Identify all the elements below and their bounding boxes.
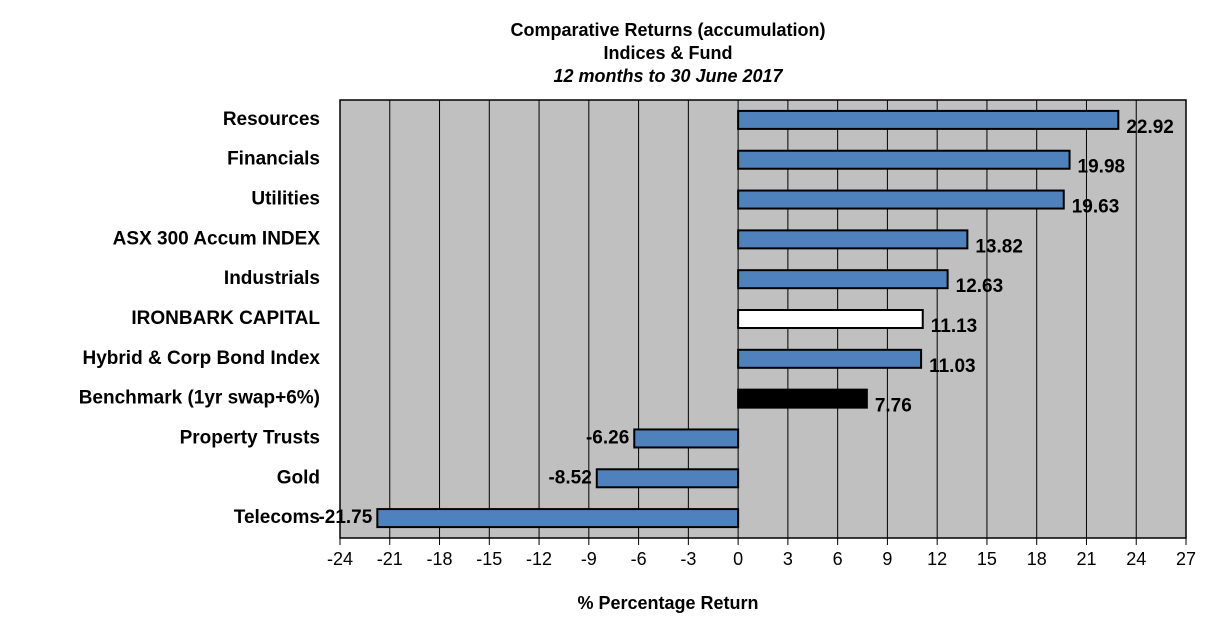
bar <box>737 189 1065 210</box>
y-tick-label: Benchmark (1yr swap+6%) <box>79 388 320 409</box>
x-tick-label: 0 <box>733 549 743 569</box>
value-label: -8.52 <box>548 467 591 488</box>
x-tick-label: 27 <box>1176 549 1196 569</box>
bar <box>633 428 740 449</box>
x-tick-label: -15 <box>476 549 502 569</box>
x-tick-label: 18 <box>1027 549 1047 569</box>
bar <box>737 229 969 250</box>
bar <box>737 388 868 409</box>
chart-subtitle: Indices & Fund <box>603 43 732 63</box>
chart-period: 12 months to 30 June 2017 <box>553 66 783 86</box>
x-tick-label: 15 <box>977 549 997 569</box>
x-tick-label: 6 <box>833 549 843 569</box>
value-label: 22.92 <box>1126 117 1174 138</box>
bar <box>595 468 740 489</box>
bar <box>376 508 740 529</box>
x-tick-label: 24 <box>1126 549 1146 569</box>
y-tick-label: Gold <box>277 467 320 488</box>
bar <box>737 149 1071 170</box>
y-tick-label: Property Trusts <box>180 427 320 448</box>
y-tick-label: Resources <box>223 109 320 130</box>
value-label: 7.76 <box>875 396 912 417</box>
x-tick-label: -12 <box>526 549 552 569</box>
value-label: -21.75 <box>318 507 372 528</box>
x-tick-label: -3 <box>680 549 696 569</box>
x-tick-label: 9 <box>882 549 892 569</box>
bar <box>737 109 1120 130</box>
x-axis-label: % Percentage Return <box>577 593 758 613</box>
value-label: 12.63 <box>956 276 1004 297</box>
x-tick-label: 12 <box>927 549 947 569</box>
y-tick-label: ASX 300 Accum INDEX <box>113 228 321 249</box>
x-tick-label: 3 <box>783 549 793 569</box>
x-tick-label: -9 <box>581 549 597 569</box>
y-tick-label: IRONBARK CAPITAL <box>131 308 320 329</box>
bar <box>737 348 923 369</box>
y-tick-label: Telecoms <box>234 507 320 528</box>
plot-border <box>339 99 1187 539</box>
y-tick-label: Financials <box>227 149 320 170</box>
x-tick-label: -24 <box>327 549 353 569</box>
value-label: 11.13 <box>931 316 978 337</box>
x-tick-label: 21 <box>1076 549 1096 569</box>
x-tick-label: -6 <box>631 549 647 569</box>
y-tick-label: Hybrid & Corp Bond Index <box>83 348 321 369</box>
value-label: 19.63 <box>1072 197 1120 218</box>
value-label: -6.26 <box>586 427 629 448</box>
y-tick-label: Industrials <box>224 268 320 289</box>
bar <box>737 309 924 329</box>
bar <box>737 269 949 290</box>
chart-title: Comparative Returns (accumulation) <box>510 20 825 40</box>
value-label: 11.03 <box>929 356 976 377</box>
x-tick-label: -21 <box>377 549 403 569</box>
value-label: 19.98 <box>1078 157 1126 178</box>
x-tick-label: -18 <box>427 549 453 569</box>
y-tick-label: Utilities <box>251 189 320 210</box>
value-label: 13.82 <box>975 236 1023 257</box>
